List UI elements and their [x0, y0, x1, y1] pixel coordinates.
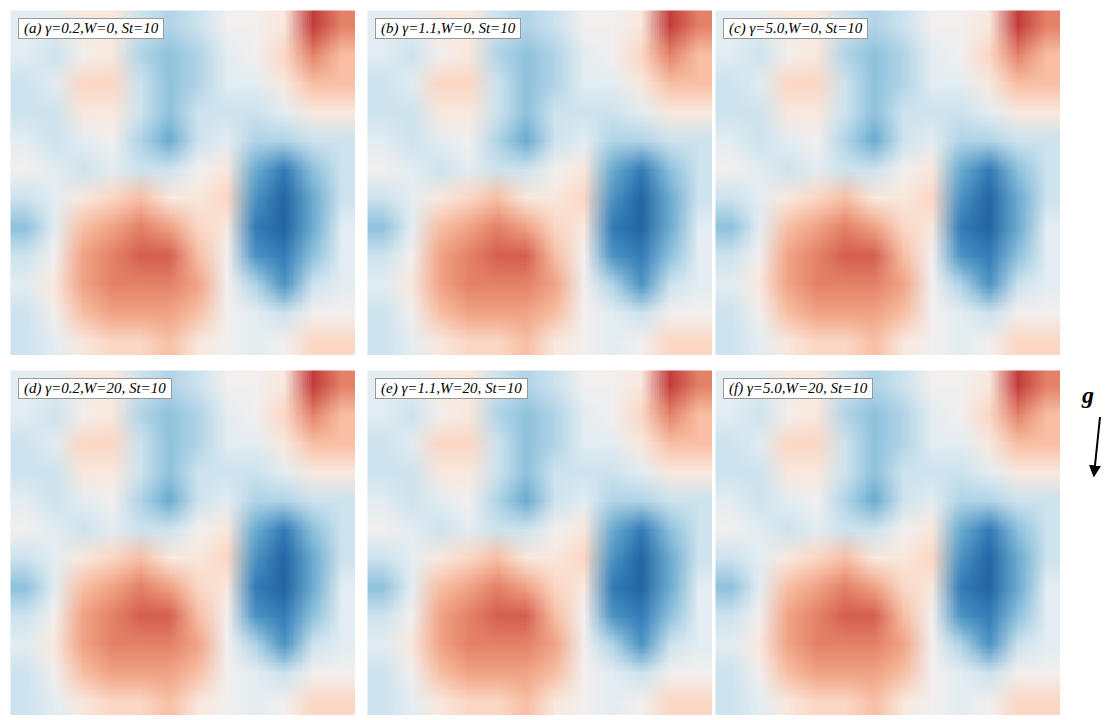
html-text:(d) γ=0.2,W=20, St=10: (d) γ=0.2,W=20, St=10 [24, 380, 166, 396]
html-text:(e) γ=1.1,W=20, St=10: (e) γ=1.1,W=20, St=10 [381, 380, 522, 396]
html-text:(f) γ=5.0,W=20, St=10: (f) γ=5.0,W=20, St=10 [729, 380, 868, 396]
svg-text:g: g [1081, 382, 1094, 408]
html-text:(b) γ=1.1,W=0, St=10: (b) γ=1.1,W=0, St=10 [381, 20, 516, 36]
html-text:(a) γ=0.2,W=0, St=10: (a) γ=0.2,W=0, St=10 [24, 20, 159, 36]
html-text:(c) γ=5.0,W=0, St=10: (c) γ=5.0,W=0, St=10 [729, 20, 863, 36]
